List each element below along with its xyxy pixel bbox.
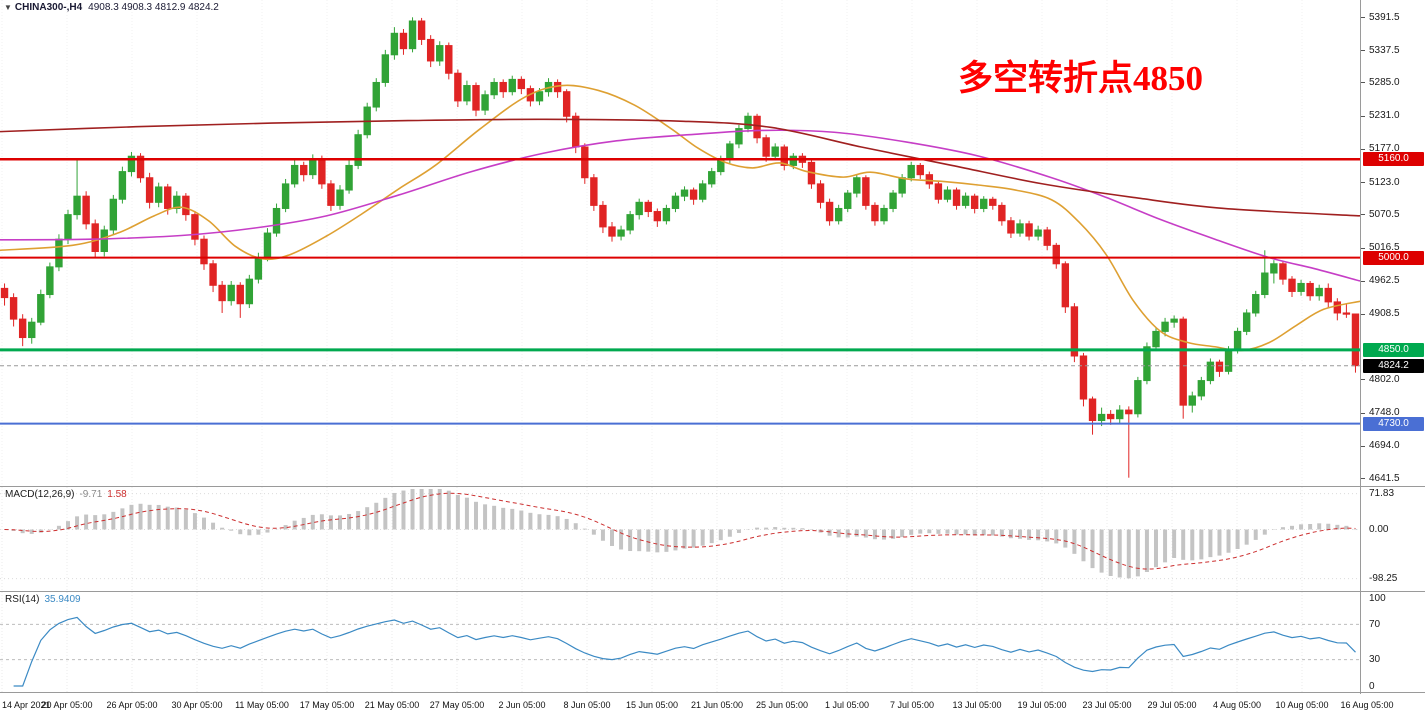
price-axis-label: 5285.0	[1369, 76, 1400, 88]
price-axis-label: 4748.0	[1369, 407, 1400, 419]
time-axis-label: 19 Jul 05:00	[1017, 700, 1067, 710]
time-axis-label: 1 Jul 05:00	[824, 700, 870, 710]
macd-signal-line	[4, 492, 1356, 570]
price-axis-label: 5391.5	[1369, 11, 1400, 23]
price-axis-label: 5231.0	[1369, 110, 1400, 122]
panel-separator[interactable]	[0, 692, 1425, 693]
rsi-canvas[interactable]	[0, 592, 1360, 692]
price-chart-canvas[interactable]	[0, 0, 1360, 486]
axis-tick	[1361, 82, 1365, 84]
rsi-axis-label: 30	[1369, 654, 1381, 666]
axis-tick	[1361, 313, 1365, 315]
rsi-line	[13, 616, 1356, 687]
time-axis-label: 26 Apr 05:00	[106, 700, 158, 710]
time-axis-label: 10 Aug 05:00	[1275, 700, 1329, 710]
macd-axis-label: -98.25	[1369, 573, 1398, 585]
rsi-axis-label: 70	[1369, 618, 1381, 630]
time-axis-label: 15 Jun 05:00	[625, 700, 679, 710]
axis-tick	[1361, 379, 1365, 381]
time-axis-label: 11 May 05:00	[235, 700, 289, 710]
grid-layer	[1, 0, 1303, 486]
rsi-value: 35.9409	[44, 594, 81, 605]
symbol-dropdown-icon[interactable]: ▼	[4, 3, 12, 12]
time-axis-label: 8 Jun 05:00	[563, 700, 611, 710]
symbol-period-label: CHINA300-,H4	[14, 2, 83, 13]
candles-layer	[0, 17, 1360, 478]
axis-tick	[1361, 412, 1365, 414]
time-axis-label: 7 Jul 05:00	[889, 700, 935, 710]
price-axis-label: 5016.5	[1369, 242, 1400, 253]
level-badge-5000: 5000.0	[1363, 250, 1424, 265]
ma-slow-line	[0, 118, 1360, 217]
level-badge-5160: 5160.0	[1363, 152, 1424, 167]
time-axis-label: 30 Apr 05:00	[171, 700, 223, 710]
axis-tick	[1361, 280, 1365, 282]
macd-grid	[0, 487, 1360, 591]
axis-tick	[1361, 214, 1365, 216]
time-axis-label: 2 Jun 05:00	[498, 700, 546, 710]
time-axis-label: 20 Apr 05:00	[41, 700, 93, 710]
time-axis-label: 21 Jun 05:00	[690, 700, 744, 710]
level-badge-4730: 4730.0	[1363, 416, 1424, 431]
time-axis[interactable]: 14 Apr 2021 20 Apr 05:00 26 Apr 05:00 30 Ap…	[0, 694, 1425, 719]
axis-tick	[1361, 115, 1365, 117]
rsi-name: RSI(14)	[5, 594, 40, 605]
price-axis-label: 5070.5	[1369, 208, 1400, 220]
chart-header: ▼ CHINA300-,H4 4908.3 4908.3 4812.9 4824.2	[4, 2, 219, 13]
rsi-axis-label: 0	[1369, 680, 1375, 692]
rsi-label: RSI(14) 35.9409	[5, 594, 81, 605]
price-axis-label: 5123.0	[1369, 176, 1400, 188]
macd-signal-value: 1.58	[107, 489, 127, 500]
moving-averages-layer	[0, 84, 1360, 352]
macd-name: MACD(12,26,9)	[5, 489, 75, 500]
macd-label: MACD(12,26,9) -9.71 1.58	[5, 489, 127, 500]
time-axis-label: 13 Jul 05:00	[952, 700, 1002, 710]
rsi-panel[interactable]: RSI(14) 35.9409	[0, 592, 1360, 692]
time-axis-label: 21 May 05:00	[364, 700, 420, 710]
rsi-axis-label: 100	[1369, 592, 1386, 604]
rsi-grid	[0, 592, 1360, 692]
price-axis-label: 5177.0	[1369, 143, 1400, 155]
time-axis-label: 29 Jul 05:00	[1147, 700, 1197, 710]
axis-tick	[1361, 247, 1365, 249]
panel-separator[interactable]	[0, 486, 1425, 487]
axis-tick	[1361, 182, 1365, 184]
level-lines-layer[interactable]	[0, 158, 1360, 425]
axis-tick	[1361, 50, 1365, 52]
macd-axis-label: 71.83	[1369, 488, 1395, 500]
price-axis[interactable]: 5160.0 5000.0 4850.0 4730.0 4824.2 5391.…	[1360, 0, 1425, 694]
level-badge-4850: 4850.0	[1363, 342, 1424, 357]
time-axis-label: 4 Aug 05:00	[1212, 700, 1262, 710]
axis-tick	[1361, 17, 1365, 18]
ohlc-values: 4908.3 4908.3 4812.9 4824.2	[88, 2, 219, 13]
macd-histogram	[11, 489, 1358, 579]
ma-mid-line	[0, 129, 1360, 282]
price-axis-label: 4641.5	[1369, 472, 1400, 484]
annotation-text: 多空转折点4850	[958, 59, 1204, 98]
price-axis-label: 4694.0	[1369, 440, 1400, 452]
axis-tick	[1361, 445, 1365, 447]
macd-panel[interactable]: MACD(12,26,9) -9.71 1.58	[0, 487, 1360, 591]
axis-tick	[1361, 478, 1365, 479]
time-axis-label: 17 May 05:00	[299, 700, 355, 710]
price-axis-label: 4908.5	[1369, 308, 1400, 320]
time-axis-label: 23 Jul 05:00	[1082, 700, 1132, 710]
axis-tick	[1361, 148, 1365, 150]
macd-axis-label: 0.00	[1369, 524, 1389, 535]
price-axis-label: 5337.5	[1369, 44, 1400, 56]
current-price-badge: 4824.2	[1363, 358, 1424, 373]
time-axis-label: 25 Jun 05:00	[755, 700, 809, 710]
time-axis-label: 14 Apr 2021	[2, 700, 51, 710]
macd-value: -9.71	[79, 489, 103, 500]
main-chart-panel[interactable]: ▼ CHINA300-,H4 4908.3 4908.3 4812.9 4824.2…	[0, 0, 1360, 486]
panel-separator[interactable]	[0, 591, 1425, 592]
time-axis-label: 27 May 05:00	[429, 700, 485, 710]
price-axis-label: 4802.0	[1369, 373, 1400, 385]
macd-canvas[interactable]	[0, 487, 1360, 591]
price-axis-label: 4962.5	[1369, 275, 1400, 287]
time-axis-label: 16 Aug 05:00	[1340, 700, 1394, 710]
